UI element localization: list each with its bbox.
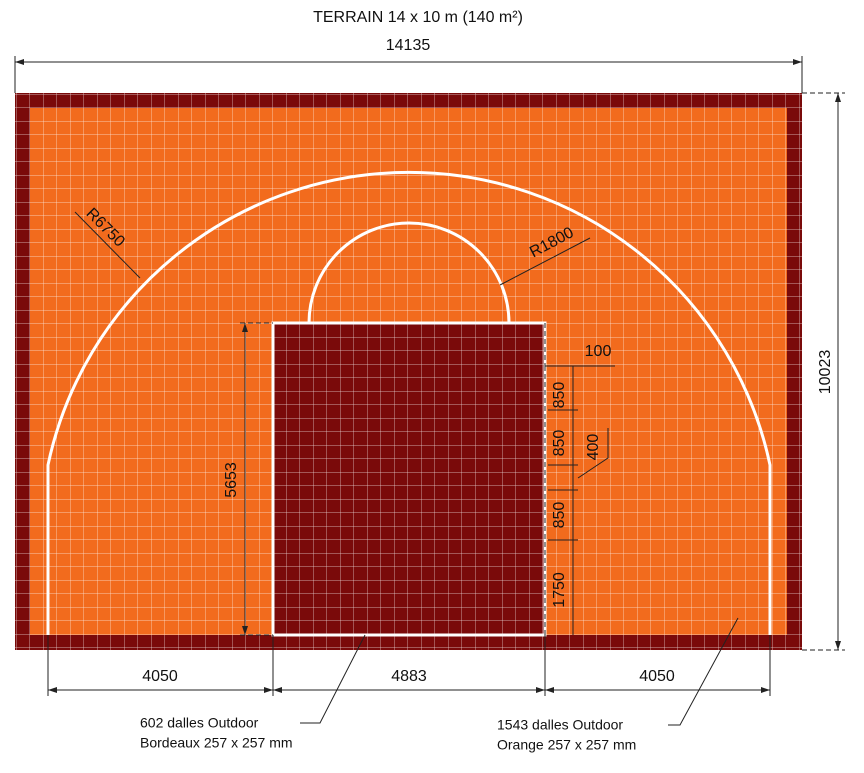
- dim-line: [545, 365, 615, 635]
- total-width: 14135: [386, 37, 431, 54]
- free-throw-circle: [307, 221, 511, 324]
- leader: [74, 211, 141, 279]
- spacing: 850: [551, 502, 568, 529]
- total-height: 10023: [817, 350, 834, 395]
- key-length: 5653: [223, 462, 240, 498]
- three-point-line: [46, 171, 772, 635]
- legend-line: Orange 257 x 257 mm: [497, 737, 636, 753]
- offset: 100: [585, 343, 612, 360]
- legend-line: Bordeaux 257 x 257 mm: [140, 735, 293, 751]
- legend-line: 602 dalles Outdoor: [140, 715, 259, 731]
- title: TERRAIN 14 x 10 m (140 m²): [313, 9, 523, 26]
- leader: [577, 428, 609, 479]
- key-width: 4883: [391, 668, 427, 685]
- dim-line: [14, 56, 803, 93]
- spacing: 1750: [551, 572, 568, 608]
- ext-line: [240, 322, 273, 636]
- right-width: 4050: [639, 668, 675, 685]
- spacing: 850: [551, 430, 568, 457]
- left-width: 4050: [142, 668, 178, 685]
- dim-line: [47, 635, 771, 696]
- legend-line: 1543 dalles Outdoor: [497, 717, 623, 733]
- leader: [499, 237, 591, 286]
- block: 400: [585, 434, 602, 461]
- leader: [668, 617, 739, 726]
- tile-grid: [15, 93, 802, 650]
- spacing: 850: [551, 382, 568, 409]
- leader: [300, 634, 366, 724]
